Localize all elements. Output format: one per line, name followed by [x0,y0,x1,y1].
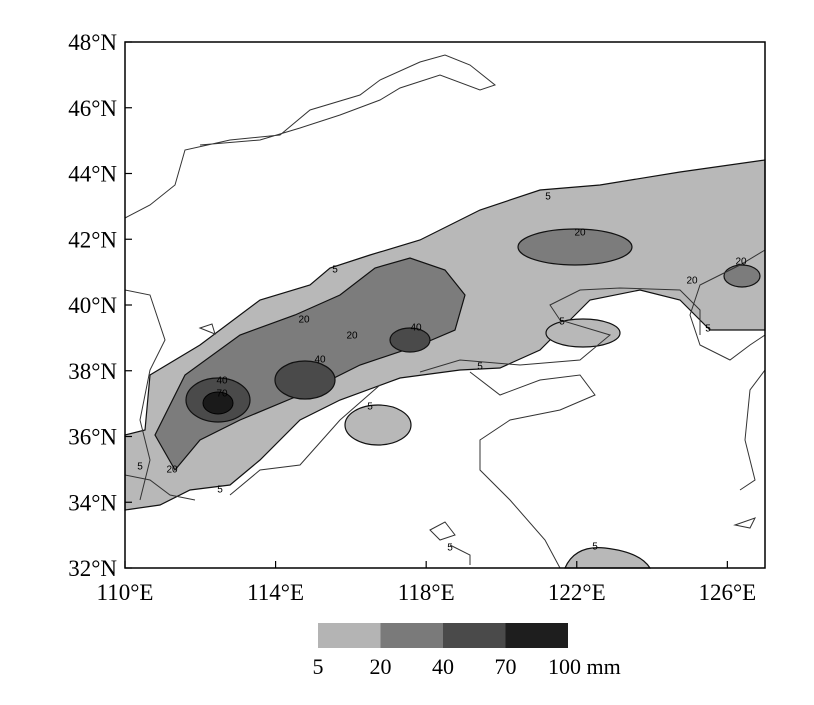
y-tick-label: 36°N [68,425,117,450]
y-tick-label: 34°N [68,490,117,515]
contour-5 [545,318,621,348]
x-tick-label: 110°E [97,580,154,605]
y-tick-label: 44°N [68,162,117,187]
contour-label: 5 [367,402,373,413]
contour-label: 20 [346,331,358,342]
y-tick-label: 32°N [68,556,117,581]
contour-40 [389,327,431,353]
x-tick-label: 122°E [548,580,606,605]
contour-label: 5 [545,192,551,203]
y-tick-label: 38°N [68,359,117,384]
contour-label: 5 [559,317,565,328]
colorbar-label: 20 [370,654,392,679]
y-tick-label: 46°N [68,96,117,121]
colorbar-segment [443,623,506,648]
colorbar-label: 70 [495,654,517,679]
colorbar-label: 100 mm [548,654,621,679]
contour-label: 20 [686,276,698,287]
y-tick-label: 40°N [68,293,117,318]
colorbar-label: 40 [432,654,454,679]
x-tick-label: 126°E [698,580,756,605]
y-tick-label: 42°N [68,227,117,252]
contour-70 [202,391,234,415]
y-tick-label: 48°N [68,30,117,55]
contour-label: 20 [574,228,586,239]
contour-40 [274,360,336,400]
contour-label: 5 [477,362,483,373]
contour-label: 20 [735,257,747,268]
contour-label: 5 [332,265,338,276]
contour-label: 20 [298,315,310,326]
contour-5 [344,404,412,446]
colorbar-segment [505,623,568,648]
contour-20 [517,228,633,266]
x-tick-label: 114°E [247,580,304,605]
contour-label: 5 [592,542,598,553]
boundary-lines [124,54,766,569]
contour-label: 40 [216,376,228,387]
map-area: 5 20 20 20 5 20 20 40 40 40 70 5 5 5 5 5… [124,41,766,569]
contour-label: 70 [216,389,228,400]
contour-label: 5 [217,485,223,496]
contour-label: 40 [314,355,326,366]
contour-label-group: 5 20 20 20 5 20 20 40 40 40 70 5 5 5 5 5… [137,192,747,554]
colorbar-segment [318,623,381,648]
contour-label: 5 [705,324,711,335]
contour-label: 5 [137,462,143,473]
contour-label: 5 [447,543,453,554]
contour-label: 40 [410,323,422,334]
contour-label: 20 [166,465,178,476]
contour-5 [564,547,652,569]
contour-20 [723,264,761,288]
colorbar-segment [380,623,443,648]
colorbar-label: 5 [313,654,324,679]
x-tick-label: 118°E [398,580,455,605]
